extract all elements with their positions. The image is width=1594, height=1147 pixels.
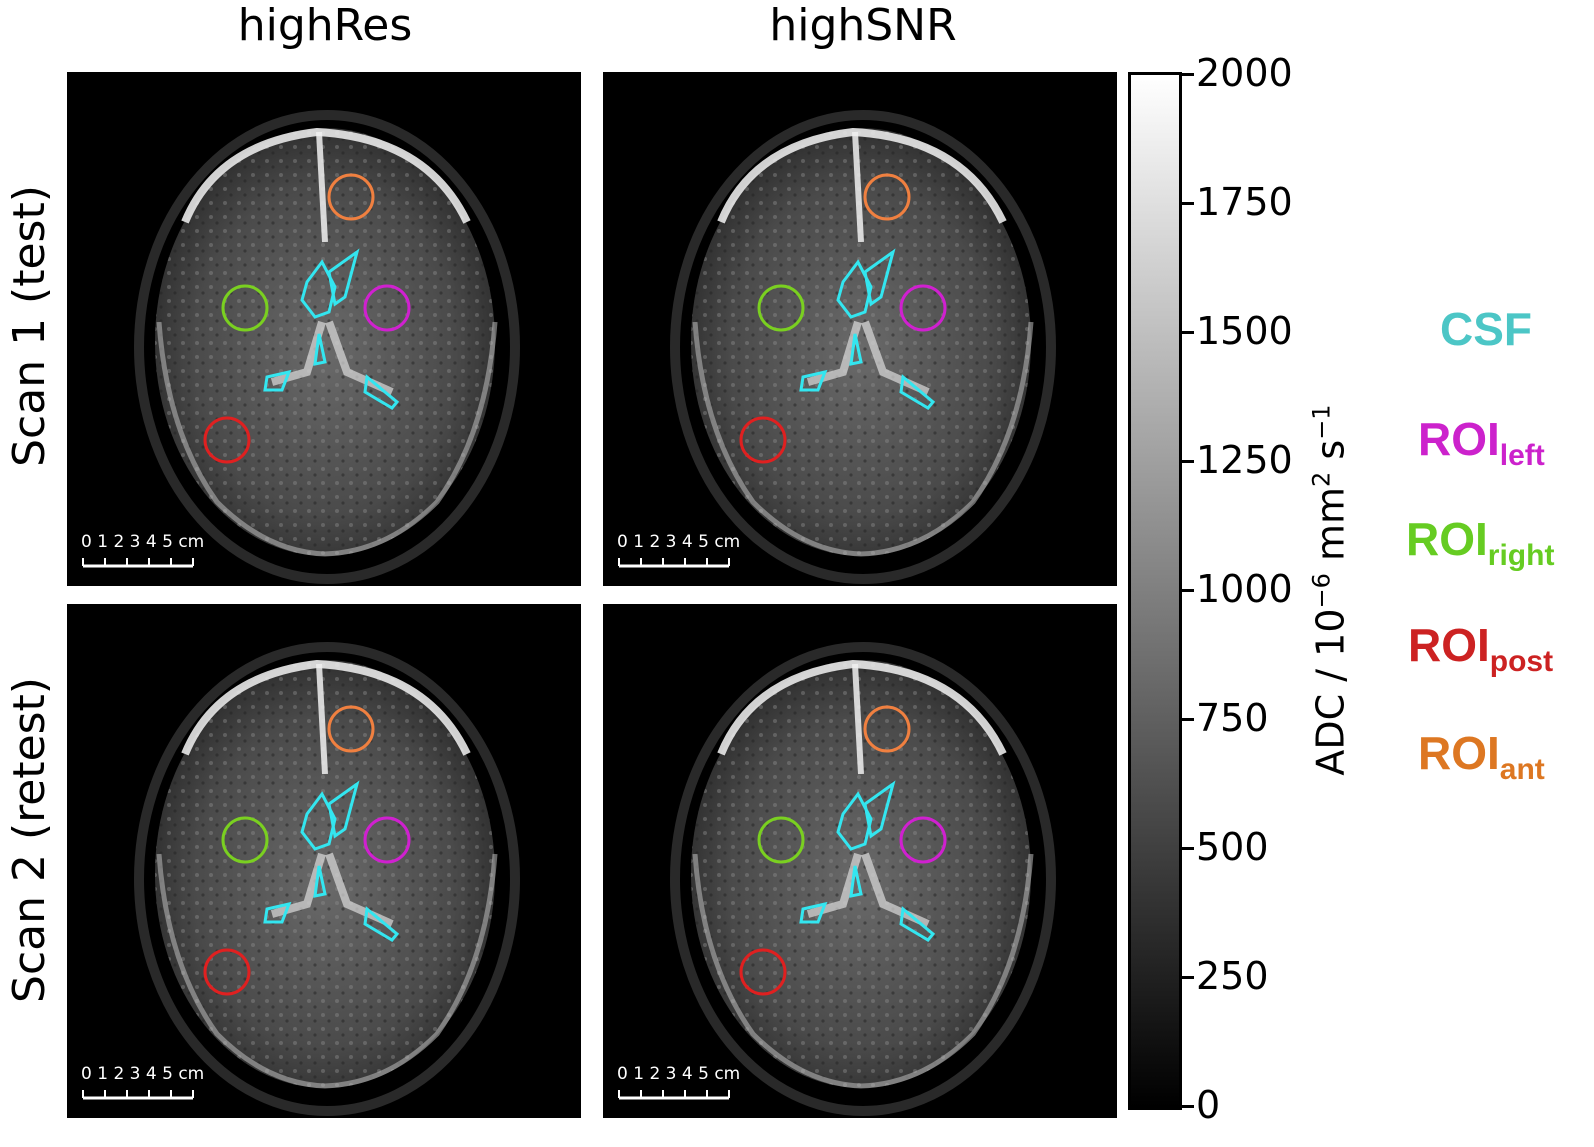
colorbar-tick (1182, 73, 1194, 76)
colorbar-tick-label: 1750 (1196, 180, 1293, 224)
colorbar-tick (1182, 847, 1194, 850)
scale-bar-labels: 0 1 2 3 4 5 cm (81, 1064, 205, 1084)
column-title-highsnr: highSNR (769, 0, 957, 51)
column-title-highres: highRes (237, 0, 413, 51)
scale-bar-labels: 0 1 2 3 4 5 cm (617, 532, 741, 552)
panel-highres-scan2: 0 1 2 3 4 5 cm (67, 604, 581, 1118)
scale-bar-labels: 0 1 2 3 4 5 cm (617, 1064, 741, 1084)
colorbar-tick-label: 2000 (1196, 51, 1293, 95)
colorbar-tick (1182, 202, 1194, 205)
scale-bar: 0 1 2 3 4 5 cm (81, 1064, 211, 1104)
colorbar-tick (1182, 460, 1194, 463)
colorbar-tick-label: 1250 (1196, 438, 1293, 482)
colorbar-tick-label: 750 (1196, 696, 1269, 740)
legend-roi-ant: ROIant (1418, 727, 1545, 786)
row-title-scan2: Scan 2 (retest) (4, 677, 55, 1003)
scale-bar: 0 1 2 3 4 5 cm (617, 532, 747, 572)
colorbar-tick-label: 1500 (1196, 309, 1293, 353)
colorbar-tick (1182, 589, 1194, 592)
colorbar-tick-label: 250 (1196, 954, 1269, 998)
colorbar-title: ADC / 10−6 mm2 s−1 (1307, 404, 1353, 776)
colorbar-tick-label: 500 (1196, 825, 1269, 869)
row-title-scan1: Scan 1 (test) (4, 185, 55, 467)
legend-roi-right: ROIright (1406, 513, 1555, 572)
legend-csf: CSF (1440, 303, 1532, 355)
panel-highsnr-scan2: 0 1 2 3 4 5 cm (603, 604, 1117, 1118)
scale-bar-labels: 0 1 2 3 4 5 cm (81, 532, 205, 552)
colorbar-tick-label: 0 (1196, 1083, 1221, 1127)
scale-bar: 0 1 2 3 4 5 cm (617, 1064, 747, 1104)
legend-roi-post: ROIpost (1408, 619, 1554, 678)
colorbar (1128, 72, 1182, 1110)
colorbar-tick (1182, 331, 1194, 334)
colorbar-tick (1182, 976, 1194, 979)
scale-bar: 0 1 2 3 4 5 cm (81, 532, 211, 572)
colorbar-tick (1182, 1105, 1194, 1108)
colorbar-tick (1182, 718, 1194, 721)
panel-highsnr-scan1: 0 1 2 3 4 5 cm (603, 72, 1117, 586)
colorbar-tick-label: 1000 (1196, 567, 1293, 611)
panel-highres-scan1: 0 1 2 3 4 5 cm (67, 72, 581, 586)
legend-roi-left: ROIleft (1418, 413, 1545, 472)
